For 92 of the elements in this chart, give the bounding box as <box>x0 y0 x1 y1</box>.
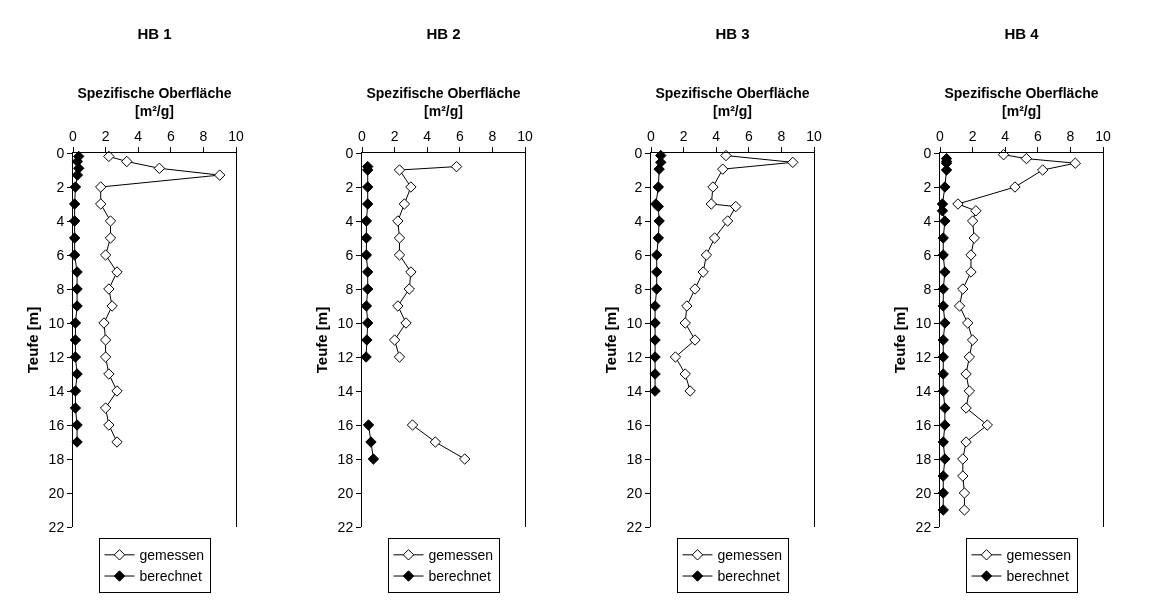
y-tick-label: 2 <box>923 178 932 195</box>
y-tick-label: 22 <box>48 518 65 535</box>
y-tick-label: 0 <box>923 144 932 161</box>
y-tick-label: 2 <box>56 178 65 195</box>
x-tick-label: 6 <box>455 128 464 145</box>
y-tick-label: 4 <box>923 212 932 229</box>
y-tick-label: 4 <box>56 212 65 229</box>
y-tick-label: 10 <box>337 314 354 331</box>
y-tick-label: 14 <box>915 382 932 399</box>
y-tick-label: 12 <box>337 348 354 365</box>
x-tick-label: 10 <box>1095 128 1111 145</box>
y-axis-title: Teufe [m] <box>601 306 619 374</box>
y-tick-label: 16 <box>915 416 932 433</box>
y-tick-label: 8 <box>923 280 932 297</box>
chart-title: HB 4 <box>1004 25 1040 43</box>
legend-label: berechnet <box>717 568 780 585</box>
y-tick-label: 6 <box>634 246 643 263</box>
x-tick-label: 2 <box>679 128 688 145</box>
x-tick-label: 0 <box>936 128 945 145</box>
legend-label: gemessen <box>428 547 494 564</box>
y-tick-label: 12 <box>48 348 65 365</box>
x-axis-title: Spezifische Oberfläche [m²/g] <box>366 84 521 119</box>
y-tick-label: 18 <box>626 450 643 467</box>
legend-label: gemessen <box>717 547 783 564</box>
legend-label: berechnet <box>139 568 202 585</box>
y-tick-label: 16 <box>337 416 354 433</box>
y-tick-label: 16 <box>626 416 643 433</box>
y-tick-label: 22 <box>337 518 354 535</box>
y-tick-label: 4 <box>634 212 643 229</box>
x-tick-label: 6 <box>744 128 753 145</box>
x-tick-label: 6 <box>1033 128 1042 145</box>
legend-label: berechnet <box>1006 568 1069 585</box>
y-tick-label: 6 <box>56 246 65 263</box>
y-tick-label: 18 <box>48 450 65 467</box>
x-tick-label: 0 <box>69 128 78 145</box>
y-axis-title: Teufe [m] <box>23 306 41 374</box>
y-tick-label: 6 <box>345 246 354 263</box>
y-tick-label: 10 <box>626 314 643 331</box>
y-tick-label: 22 <box>626 518 643 535</box>
y-tick-label: 20 <box>337 484 354 501</box>
y-tick-label: 4 <box>345 212 354 229</box>
y-tick-label: 0 <box>345 144 354 161</box>
x-tick-label: 0 <box>358 128 367 145</box>
y-tick-label: 20 <box>626 484 643 501</box>
y-tick-label: 16 <box>48 416 65 433</box>
y-tick-label: 14 <box>337 382 354 399</box>
x-axis-title: Spezifische Oberfläche [m²/g] <box>655 84 810 119</box>
y-tick-label: 8 <box>345 280 354 297</box>
x-tick-label: 6 <box>166 128 175 145</box>
y-tick-label: 2 <box>634 178 643 195</box>
chart-title: HB 2 <box>426 25 461 43</box>
legend-label: gemessen <box>1006 547 1072 564</box>
x-tick-label: 8 <box>488 128 497 145</box>
y-tick-label: 14 <box>48 382 65 399</box>
y-tick-label: 18 <box>337 450 354 467</box>
y-tick-label: 2 <box>345 178 354 195</box>
x-tick-label: 10 <box>228 128 244 145</box>
x-tick-label: 8 <box>1066 128 1075 145</box>
y-tick-label: 14 <box>626 382 643 399</box>
y-tick-label: 22 <box>915 518 932 535</box>
y-tick-label: 10 <box>915 314 932 331</box>
x-tick-label: 0 <box>647 128 656 145</box>
x-tick-label: 10 <box>806 128 822 145</box>
chart-title: HB 3 <box>715 25 750 43</box>
x-tick-label: 2 <box>101 128 110 145</box>
x-axis-title: Spezifische Oberfläche [m²/g] <box>77 84 232 119</box>
x-tick-label: 4 <box>423 128 432 145</box>
y-tick-label: 8 <box>634 280 643 297</box>
legend-label: gemessen <box>139 547 205 564</box>
x-tick-label: 10 <box>517 128 533 145</box>
x-tick-label: 8 <box>777 128 786 145</box>
y-tick-label: 18 <box>915 450 932 467</box>
y-tick-label: 20 <box>915 484 932 501</box>
y-tick-label: 6 <box>923 246 932 263</box>
y-tick-label: 0 <box>56 144 65 161</box>
y-axis-title: Teufe [m] <box>312 306 330 374</box>
y-tick-label: 10 <box>48 314 65 331</box>
y-axis-title: Teufe [m] <box>890 306 908 374</box>
y-tick-label: 8 <box>56 280 65 297</box>
x-tick-label: 8 <box>199 128 208 145</box>
y-tick-label: 12 <box>915 348 932 365</box>
legend-label: berechnet <box>428 568 491 585</box>
y-tick-label: 20 <box>48 484 65 501</box>
y-tick-label: 0 <box>634 144 643 161</box>
x-tick-label: 4 <box>712 128 721 145</box>
y-tick-label: 12 <box>626 348 643 365</box>
x-tick-label: 2 <box>390 128 399 145</box>
x-tick-label: 2 <box>968 128 977 145</box>
chart-title: HB 1 <box>137 25 172 43</box>
x-axis-title: Spezifische Oberfläche [m²/g] <box>944 84 1099 119</box>
x-tick-label: 4 <box>134 128 143 145</box>
x-tick-label: 4 <box>1001 128 1010 145</box>
